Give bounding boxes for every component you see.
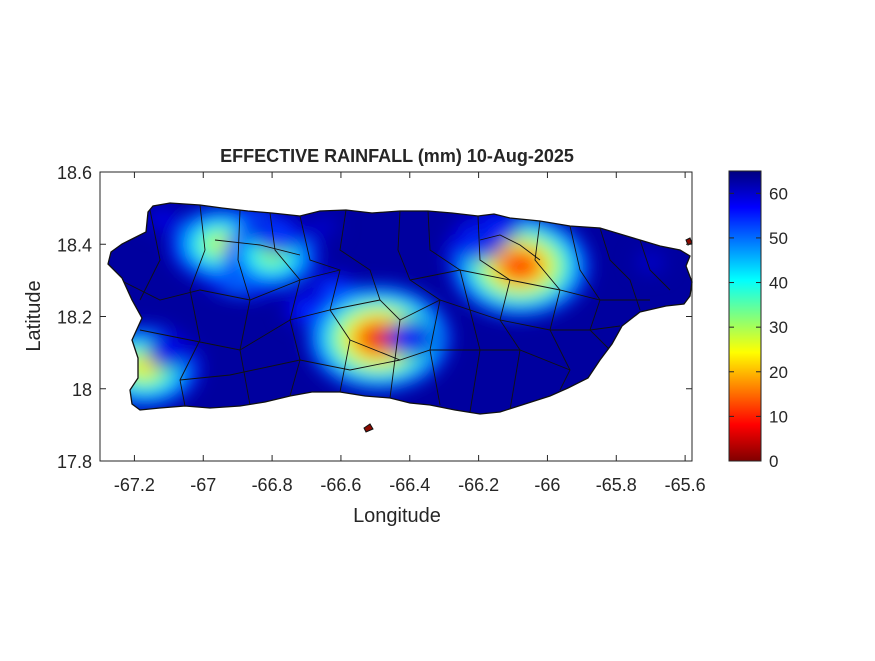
y-axis-label: Latitude — [23, 280, 45, 351]
rainfall-cell-11-ring-5 — [164, 349, 174, 357]
rainfall-cell-9-ring-5 — [404, 334, 415, 342]
rainfall-cell-3-ring-5 — [273, 229, 285, 238]
x-tick-label: -67.2 — [114, 475, 155, 495]
y-axis: 17.8 18 18.2 18.4 18.6 — [57, 163, 692, 472]
x-axis: -67.2 -67 -66.8 -66.6 -66.4 -66.2 -66 -65.8 -65.… — [114, 172, 706, 495]
rainfall-cell-16-ring-5 — [490, 222, 501, 230]
x-axis-label: Longitude — [353, 505, 441, 527]
colorbar-tick-label: 50 — [769, 229, 788, 248]
colorbar-ticks: 0 10 20 30 40 50 60 — [729, 184, 788, 471]
colorbar-tick-label: 10 — [769, 407, 788, 426]
rainfall-cell-17-ring-5 — [646, 259, 655, 266]
chart-title: EFFECTIVE RAINFALL (mm) 10-Aug-2025 — [220, 146, 574, 166]
x-tick-label: -66.8 — [252, 475, 293, 495]
desecheo-island — [685, 237, 693, 246]
x-tick-label: -66 — [534, 475, 560, 495]
caja-de-muertos-island — [363, 423, 374, 433]
rainfall-cell-12-ring-5 — [157, 215, 167, 223]
rainfall-cell-5-ring-5 — [301, 305, 312, 314]
rainfall-cell-10-ring-5 — [133, 358, 157, 376]
y-tick-label: 18.4 — [57, 235, 92, 255]
colorbar-tick-label: 20 — [769, 363, 788, 382]
colorbar-tick-label: 40 — [769, 274, 788, 293]
municipality-borders — [119, 204, 671, 413]
rainfall-cell-4-ring-5 — [328, 287, 340, 296]
y-tick-label: 18 — [72, 380, 92, 400]
x-tick-label: -65.6 — [665, 475, 706, 495]
x-tick-label: -67 — [190, 475, 216, 495]
y-tick-label: 17.8 — [57, 452, 92, 472]
colorbar — [728, 170, 762, 462]
y-tick-label: 18.6 — [57, 163, 92, 183]
colorbar-tick-label: 30 — [769, 318, 788, 337]
rainfall-cell-14-ring-5 — [505, 255, 535, 277]
colorbar-tick-label: 60 — [769, 184, 788, 203]
rainfall-cell-8-ring-5 — [363, 326, 394, 350]
x-tick-label: -65.8 — [596, 475, 637, 495]
x-tick-label: -66.2 — [458, 475, 499, 495]
y-tick-label: 18.2 — [57, 308, 92, 328]
x-tick-label: -66.4 — [389, 475, 430, 495]
rainfall-cell-18-ring-5 — [319, 223, 328, 229]
x-tick-label: -66.6 — [320, 475, 361, 495]
colorbar-tick-label: 0 — [769, 452, 778, 471]
